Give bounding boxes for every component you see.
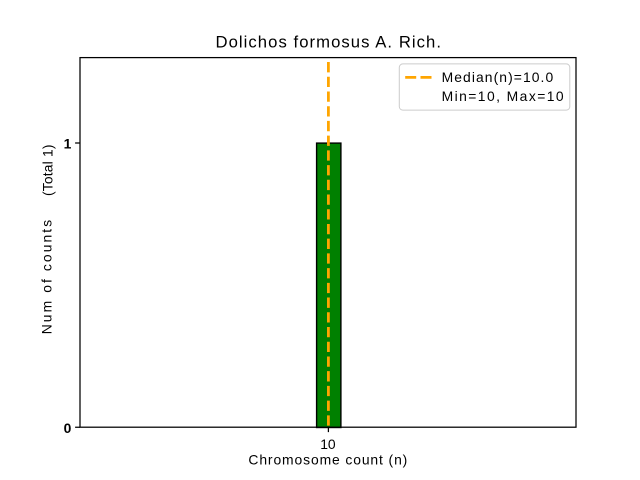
- svg-text:Num of counts: Num of counts: [39, 220, 55, 335]
- svg-text:Dolichos formosus A. Rich.: Dolichos formosus A. Rich.: [216, 33, 442, 52]
- svg-text:10: 10: [320, 436, 336, 452]
- svg-text:Chromosome count (n): Chromosome count (n): [248, 452, 407, 468]
- svg-text:1: 1: [64, 136, 72, 152]
- svg-text:(Total 1): (Total 1): [39, 145, 55, 197]
- svg-text:Min=10, Max=10: Min=10, Max=10: [442, 88, 564, 104]
- svg-text:Median(n)=10.0: Median(n)=10.0: [442, 69, 554, 85]
- svg-text:0: 0: [64, 420, 72, 436]
